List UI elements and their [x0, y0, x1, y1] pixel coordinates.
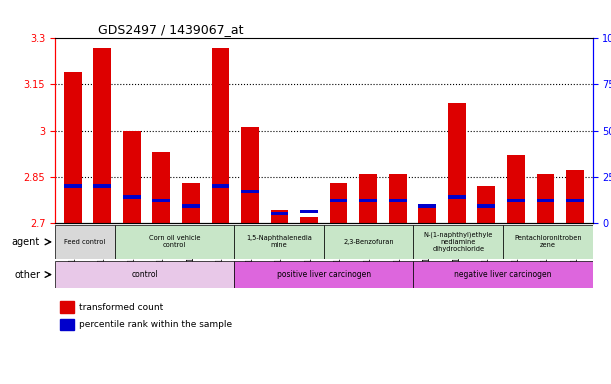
Bar — [507, 199, 525, 202]
Bar — [419, 204, 436, 208]
Bar — [241, 127, 259, 223]
Bar — [330, 183, 348, 223]
Bar — [389, 174, 406, 223]
FancyBboxPatch shape — [414, 225, 503, 259]
Bar — [330, 199, 348, 202]
Bar — [211, 48, 229, 223]
Bar — [389, 199, 406, 202]
Bar — [271, 210, 288, 223]
Bar — [93, 184, 111, 187]
Bar — [448, 195, 466, 199]
Text: percentile rank within the sample: percentile rank within the sample — [79, 320, 232, 329]
Bar — [477, 204, 495, 208]
Text: Feed control: Feed control — [64, 239, 106, 245]
FancyBboxPatch shape — [115, 225, 234, 259]
Bar — [536, 174, 554, 223]
Text: agent: agent — [12, 237, 40, 247]
Text: other: other — [14, 270, 40, 280]
Bar — [123, 195, 141, 199]
Bar — [64, 72, 82, 223]
Text: 2,3-Benzofuran: 2,3-Benzofuran — [343, 239, 394, 245]
FancyBboxPatch shape — [324, 225, 414, 259]
Bar — [211, 184, 229, 187]
Bar — [448, 103, 466, 223]
Bar — [300, 210, 318, 214]
FancyBboxPatch shape — [234, 225, 324, 259]
FancyBboxPatch shape — [414, 261, 593, 288]
Bar — [359, 199, 377, 202]
Text: GDS2497 / 1439067_at: GDS2497 / 1439067_at — [98, 23, 244, 36]
Text: control: control — [131, 270, 158, 279]
Bar — [359, 174, 377, 223]
Bar — [153, 152, 170, 223]
Text: Pentachloronitroben
zene: Pentachloronitroben zene — [514, 235, 582, 248]
Bar — [271, 212, 288, 215]
Bar — [182, 204, 200, 208]
Bar — [60, 301, 74, 313]
Bar — [536, 199, 554, 202]
Bar — [566, 199, 584, 202]
FancyBboxPatch shape — [234, 261, 414, 288]
Text: 1,5-Naphthalenedia
mine: 1,5-Naphthalenedia mine — [246, 235, 312, 248]
Bar — [566, 170, 584, 223]
Bar — [93, 48, 111, 223]
Bar — [477, 186, 495, 223]
Bar — [182, 183, 200, 223]
Text: transformed count: transformed count — [79, 303, 163, 312]
Text: Corn oil vehicle
control: Corn oil vehicle control — [148, 235, 200, 248]
Bar — [60, 319, 74, 330]
Text: N-(1-naphthyl)ethyle
nediamine
dihydrochloride: N-(1-naphthyl)ethyle nediamine dihydroch… — [423, 232, 493, 252]
Bar — [64, 184, 82, 187]
FancyBboxPatch shape — [503, 225, 593, 259]
Bar — [419, 204, 436, 223]
Bar — [153, 199, 170, 202]
Bar — [123, 131, 141, 223]
FancyBboxPatch shape — [55, 261, 234, 288]
Bar — [300, 217, 318, 223]
Text: negative liver carcinogen: negative liver carcinogen — [455, 270, 552, 279]
Bar — [507, 155, 525, 223]
Text: positive liver carcinogen: positive liver carcinogen — [277, 270, 371, 279]
Bar — [241, 190, 259, 193]
FancyBboxPatch shape — [55, 225, 115, 259]
